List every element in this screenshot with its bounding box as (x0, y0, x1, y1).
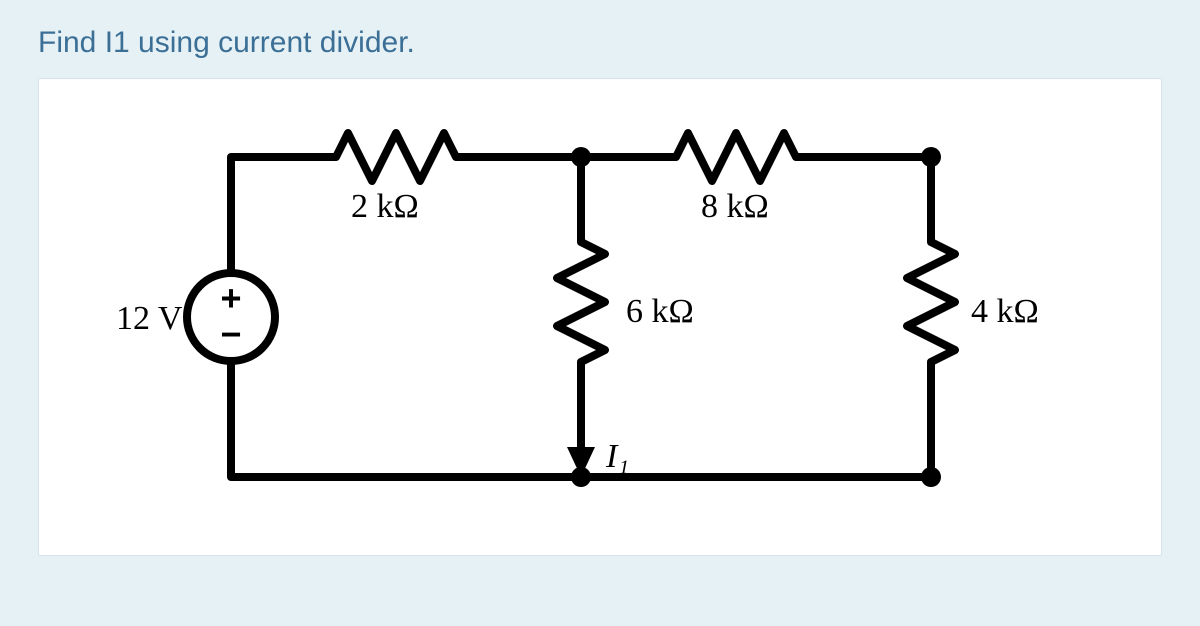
question-prompt: Find I1 using current divider. (0, 0, 1200, 78)
resistor-2k (321, 133, 471, 181)
label-4k: 4 kΩ (971, 293, 1039, 330)
node (921, 467, 941, 487)
node (571, 147, 591, 167)
resistor-6k (557, 227, 605, 377)
label-2k: 2 kΩ (351, 188, 419, 225)
wire (231, 157, 321, 273)
circuit-diagram: + − 12 V 2 kΩ 8 k (61, 97, 1081, 537)
label-i1: I₁ (605, 438, 629, 475)
resistor-8k (661, 133, 811, 181)
node (921, 147, 941, 167)
node (571, 467, 591, 487)
circuit-panel: + − 12 V 2 kΩ 8 k (38, 78, 1162, 556)
source-plus: + (220, 278, 241, 319)
resistor-4k (907, 227, 955, 377)
label-6k: 6 kΩ (626, 293, 694, 330)
source-label: 12 V (116, 300, 183, 337)
source-minus: − (220, 314, 241, 355)
label-8k: 8 kΩ (701, 188, 769, 225)
